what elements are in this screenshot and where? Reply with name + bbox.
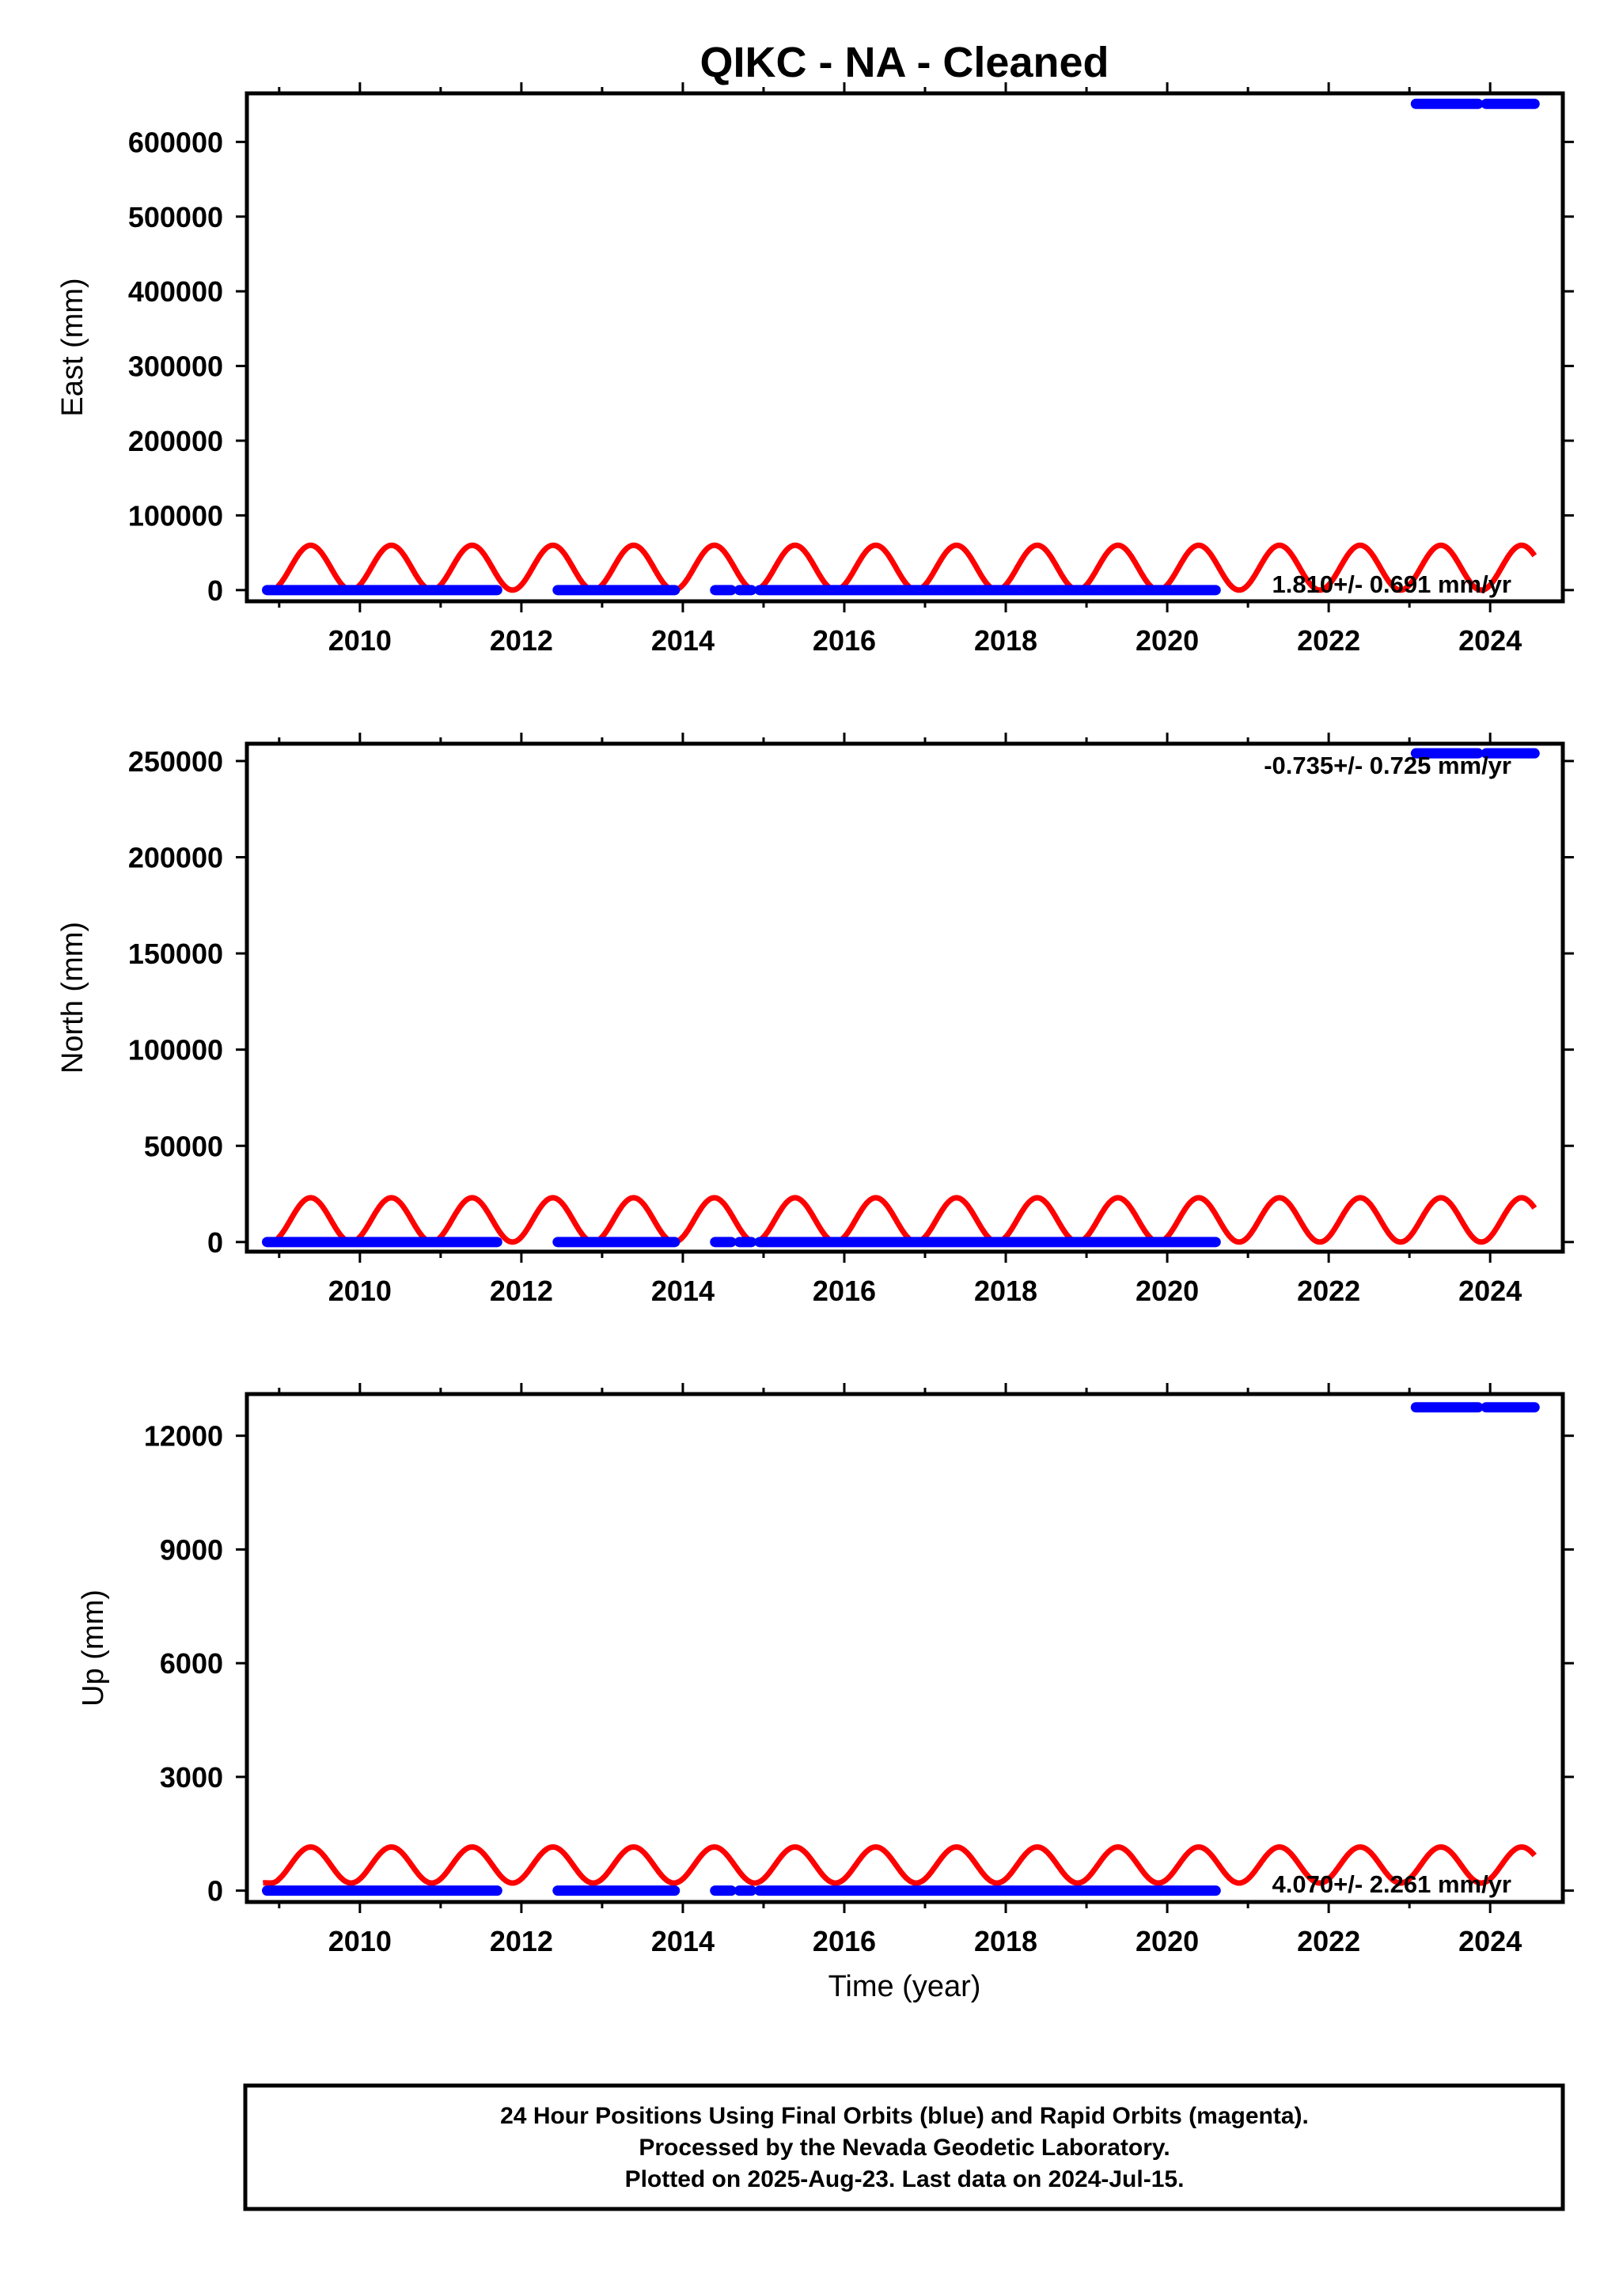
x-tick-label: 2022 [1297,1925,1360,1957]
x-tick-label: 2016 [813,624,876,657]
y-tick-label: 6000 [160,1647,223,1680]
x-tick-label: 2010 [328,1275,392,1307]
chart-title: QIKC - NA - Cleaned [700,39,1109,86]
y-tick-label: 9000 [160,1533,223,1566]
y-tick-label: 250000 [128,745,223,778]
y-tick-label: 100000 [128,1034,223,1067]
y-axis-label: North (mm) [56,922,89,1074]
x-tick-label: 2010 [328,624,392,657]
plot-frame [245,91,1565,604]
x-tick-label: 2016 [813,1925,876,1957]
x-tick-label: 2014 [651,1275,715,1307]
x-tick-label: 2020 [1136,1925,1199,1957]
x-tick-label: 2024 [1458,1925,1522,1957]
model-fit-line [260,1195,1537,1245]
x-tick-label: 2018 [974,1925,1037,1957]
plot-frame [245,741,1565,1254]
x-tick-label: 2010 [328,1925,392,1957]
y-axis-label: East (mm) [56,278,89,416]
up-panel: 2010 2012 2014 2016 2018 2020 2022 2024 0 3000 600… [77,1383,1574,1957]
y-tick-label: 150000 [128,938,223,970]
y-tick-label: 200000 [128,425,223,457]
x-tick-label: 2012 [490,1925,553,1957]
x-tick-label: 2016 [813,1275,876,1307]
y-tick-label: 50000 [144,1130,223,1162]
x-tick-label: 2022 [1297,624,1360,657]
rate-label: -0.735+/- 0.725 mm/yr [1264,752,1511,779]
x-tick-label: 2024 [1458,1275,1522,1307]
plot-frame [245,1392,1565,1904]
y-tick-label: 12000 [144,1420,223,1453]
x-axis-label: Time (year) [828,1970,981,2003]
x-tick-label: 2014 [651,624,715,657]
model-fit-line [260,542,1537,593]
y-tick-label: 0 [207,1875,223,1908]
x-tick-label: 2018 [974,624,1037,657]
footer-line-1: 24 Hour Positions Using Final Orbits (bl… [500,2103,1309,2129]
x-tick-label: 2020 [1136,1275,1199,1307]
y-tick-label: 500000 [128,201,223,233]
rate-label: 1.810+/- 0.691 mm/yr [1272,570,1511,598]
y-tick-label: 200000 [128,841,223,873]
y-axis-label: Up (mm) [77,1589,110,1707]
footer-line-3: Plotted on 2025-Aug-23. Last data on 202… [625,2166,1185,2192]
y-tick-label: 600000 [128,126,223,158]
north-panel: 2010 2012 2014 2016 2018 2020 2022 2024 0 50000 10… [56,733,1574,1307]
y-tick-label: 0 [207,574,223,607]
x-tick-label: 2012 [490,624,553,657]
y-tick-label: 100000 [128,499,223,532]
model-fit-line [260,1844,1537,1886]
x-tick-label: 2014 [651,1925,715,1957]
x-tick-label: 2024 [1458,624,1522,657]
x-tick-label: 2012 [490,1275,553,1307]
footer-line-2: Processed by the Nevada Geodetic Laborat… [639,2135,1170,2161]
east-panel: 2010 2012 2014 2016 2018 2020 2022 2024 0 100000 2… [56,82,1574,657]
x-tick-label: 2022 [1297,1275,1360,1307]
x-tick-label: 2018 [974,1275,1037,1307]
rate-label: 4.070+/- 2.261 mm/yr [1272,1870,1511,1898]
x-tick-label: 2020 [1136,624,1199,657]
y-tick-label: 0 [207,1226,223,1259]
y-tick-label: 300000 [128,350,223,383]
y-tick-label: 400000 [128,275,223,308]
footer-box [243,2083,1565,2211]
y-tick-label: 3000 [160,1761,223,1794]
